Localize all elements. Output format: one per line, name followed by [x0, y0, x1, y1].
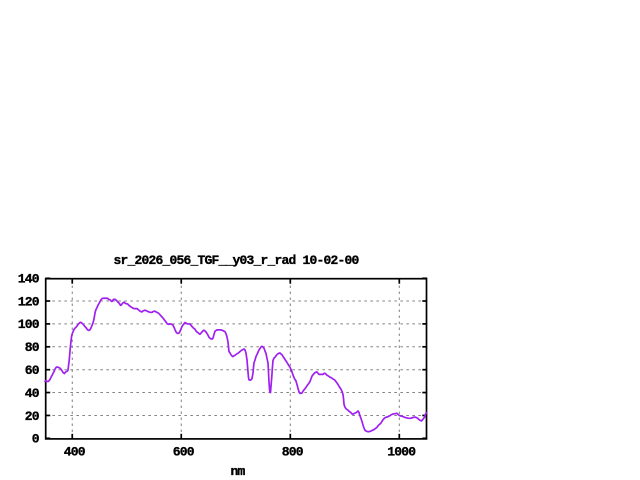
svg-text:400: 400: [64, 445, 86, 460]
svg-text:40: 40: [25, 386, 40, 401]
svg-text:nm: nm: [230, 464, 245, 479]
svg-text:600: 600: [173, 445, 195, 460]
svg-text:sr_2026_056_TGF__y03_r_rad 10-: sr_2026_056_TGF__y03_r_rad 10-02-00: [113, 253, 359, 268]
svg-text:120: 120: [18, 294, 40, 309]
svg-text:0: 0: [32, 432, 40, 447]
svg-text:800: 800: [282, 445, 304, 460]
svg-text:20: 20: [25, 409, 40, 424]
svg-text:60: 60: [25, 363, 40, 378]
svg-text:1000: 1000: [387, 445, 416, 460]
svg-text:100: 100: [18, 317, 40, 332]
svg-text:140: 140: [18, 272, 40, 287]
svg-text:80: 80: [25, 340, 40, 355]
